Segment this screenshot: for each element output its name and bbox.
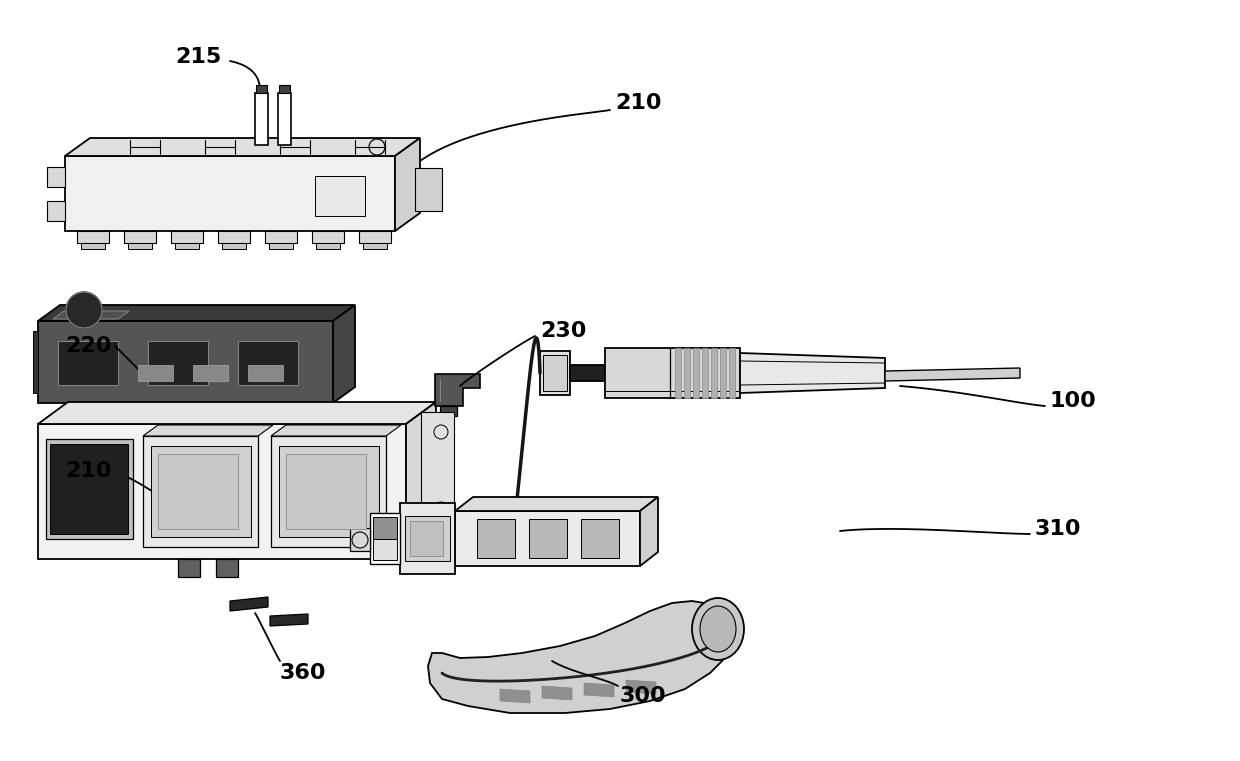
Ellipse shape [692,598,744,660]
Polygon shape [543,355,567,391]
Polygon shape [584,683,614,697]
Polygon shape [363,243,387,249]
Polygon shape [740,353,885,393]
Polygon shape [539,351,570,395]
Polygon shape [270,614,308,626]
Polygon shape [255,93,268,145]
Polygon shape [435,374,480,406]
Text: 360: 360 [280,663,326,683]
Polygon shape [255,85,267,93]
Polygon shape [218,231,250,243]
Polygon shape [53,311,129,319]
Polygon shape [410,521,443,556]
Polygon shape [81,243,105,249]
Polygon shape [885,368,1021,381]
Polygon shape [222,243,246,249]
Polygon shape [370,513,401,564]
Polygon shape [405,516,450,561]
Text: 100: 100 [1050,391,1096,411]
Ellipse shape [701,606,737,652]
Polygon shape [312,231,343,243]
Polygon shape [455,497,658,511]
Circle shape [66,292,102,328]
Polygon shape [729,348,735,398]
Polygon shape [278,93,291,145]
Polygon shape [675,348,681,398]
Polygon shape [272,436,386,547]
Text: 230: 230 [539,321,587,341]
Polygon shape [33,331,38,393]
Polygon shape [405,402,436,559]
Polygon shape [143,436,258,547]
Polygon shape [529,519,567,558]
Polygon shape [440,406,458,416]
Text: 300: 300 [620,686,667,706]
Polygon shape [360,231,391,243]
Polygon shape [334,305,355,403]
Polygon shape [265,231,298,243]
Polygon shape [38,424,405,559]
Polygon shape [373,539,397,560]
Polygon shape [455,511,640,566]
Polygon shape [711,348,717,398]
Polygon shape [315,176,365,216]
Polygon shape [64,156,396,231]
Polygon shape [128,243,153,249]
Polygon shape [626,680,656,694]
Polygon shape [46,439,133,539]
Polygon shape [279,446,379,537]
Text: 220: 220 [64,336,112,356]
Polygon shape [477,519,515,558]
Polygon shape [396,138,420,231]
Polygon shape [693,348,699,398]
Polygon shape [422,412,454,527]
Polygon shape [138,365,174,381]
Polygon shape [77,231,109,243]
Text: 215: 215 [175,47,221,67]
Polygon shape [401,503,455,574]
Polygon shape [58,341,118,385]
Polygon shape [229,597,268,611]
Polygon shape [720,348,725,398]
Text: 210: 210 [615,93,661,113]
Polygon shape [38,321,334,403]
Polygon shape [373,517,397,539]
Polygon shape [415,168,441,211]
Polygon shape [248,365,283,381]
Polygon shape [47,167,64,187]
Polygon shape [179,559,200,577]
Polygon shape [171,231,203,243]
Polygon shape [684,348,689,398]
Polygon shape [269,243,293,249]
Polygon shape [38,305,355,321]
Polygon shape [542,686,572,700]
Polygon shape [570,365,605,381]
Polygon shape [216,559,238,577]
Polygon shape [157,454,238,529]
Polygon shape [47,201,64,221]
Polygon shape [272,425,401,436]
Polygon shape [428,601,735,713]
Polygon shape [279,85,290,93]
Polygon shape [124,231,156,243]
Polygon shape [286,454,366,529]
Polygon shape [316,243,340,249]
Text: 210: 210 [64,461,112,481]
Polygon shape [238,341,298,385]
Polygon shape [702,348,708,398]
Polygon shape [143,425,273,436]
Polygon shape [640,497,658,566]
Polygon shape [350,528,370,551]
Polygon shape [605,348,740,398]
Polygon shape [193,365,228,381]
Polygon shape [50,444,128,534]
Text: 310: 310 [1035,519,1081,539]
Polygon shape [148,341,208,385]
Polygon shape [38,402,436,424]
Polygon shape [582,519,619,558]
Polygon shape [175,243,198,249]
Polygon shape [64,138,420,156]
Polygon shape [500,689,529,703]
Polygon shape [151,446,250,537]
